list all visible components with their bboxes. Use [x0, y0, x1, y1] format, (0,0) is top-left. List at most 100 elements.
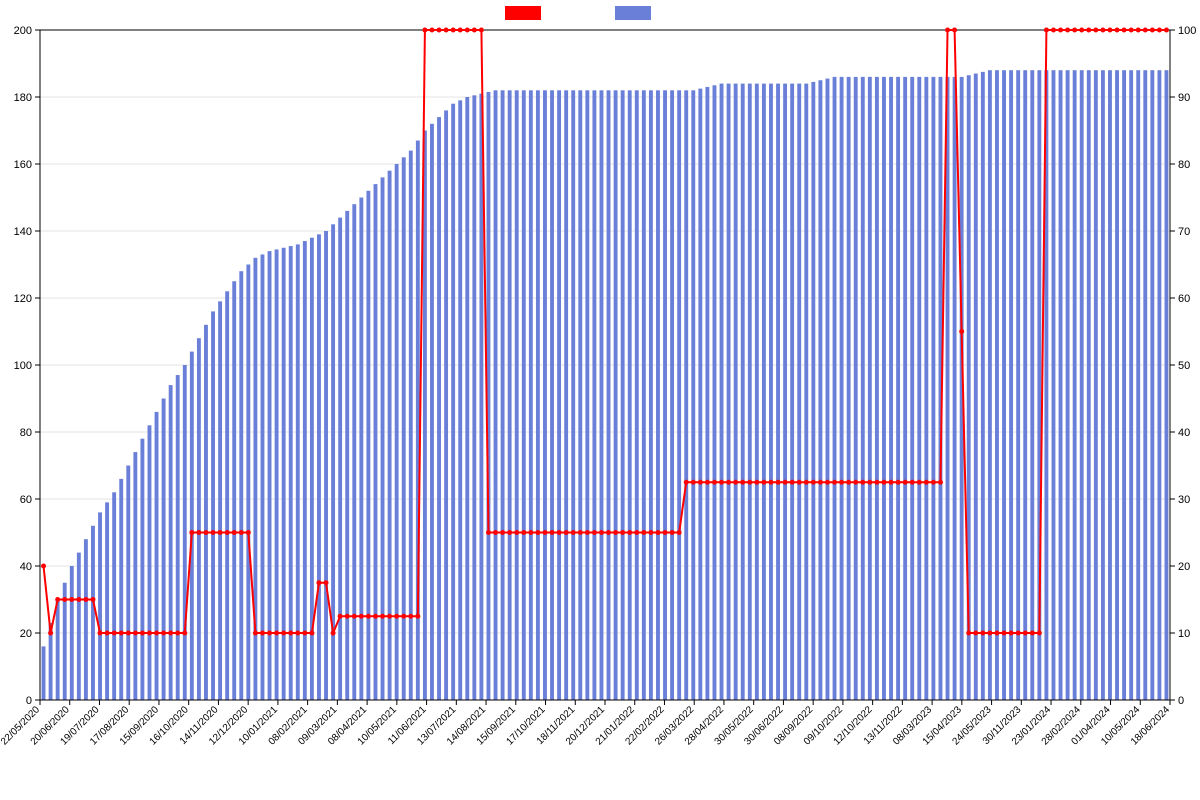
right-y-tick-label: 70 [1178, 226, 1190, 238]
bar [600, 90, 604, 700]
line-marker [1016, 631, 1021, 636]
line-marker [211, 530, 216, 535]
bar [317, 234, 321, 700]
bar [790, 84, 794, 700]
line-marker [874, 480, 879, 485]
line-marker [1058, 28, 1063, 33]
bar [974, 74, 978, 700]
line-marker [366, 614, 371, 619]
bar [465, 97, 469, 700]
bar [698, 89, 702, 700]
bar [811, 82, 815, 700]
line-marker [712, 480, 717, 485]
bar [550, 90, 554, 700]
bar [931, 77, 935, 700]
bar [1122, 70, 1126, 700]
left-y-tick-label: 160 [14, 159, 32, 171]
bar [324, 231, 328, 700]
bar [797, 84, 801, 700]
bar [494, 90, 498, 700]
line-marker [225, 530, 230, 535]
line-marker [408, 614, 413, 619]
bar [1115, 70, 1119, 700]
right-y-tick-label: 30 [1178, 494, 1190, 506]
bar [684, 90, 688, 700]
bar [762, 84, 766, 700]
line-marker [267, 631, 272, 636]
bar [162, 399, 166, 701]
line-marker [76, 597, 81, 602]
left-y-tick-label: 200 [14, 25, 32, 37]
line-marker [790, 480, 795, 485]
line-marker [994, 631, 999, 636]
line-marker [1122, 28, 1127, 33]
line-marker [641, 530, 646, 535]
line-marker [945, 28, 950, 33]
line-marker [479, 28, 484, 33]
bar [1129, 70, 1133, 700]
line-marker [896, 480, 901, 485]
line-marker [684, 480, 689, 485]
line-marker [90, 597, 95, 602]
line-marker [514, 530, 519, 535]
bar [882, 77, 886, 700]
line-marker [1115, 28, 1120, 33]
line-marker [959, 329, 964, 334]
bar [981, 72, 985, 700]
bar [148, 425, 152, 700]
left-y-tick-label: 80 [20, 427, 32, 439]
line-marker [797, 480, 802, 485]
bar [953, 77, 957, 700]
line-marker [867, 480, 872, 485]
line-marker [168, 631, 173, 636]
line-marker [48, 631, 53, 636]
line-marker [451, 28, 456, 33]
line-marker [670, 530, 675, 535]
bar [345, 211, 349, 700]
bar [395, 164, 399, 700]
line-marker [295, 631, 300, 636]
line-marker [182, 631, 187, 636]
line-marker [557, 530, 562, 535]
right-y-tick-label: 0 [1178, 695, 1184, 707]
bar [1157, 70, 1161, 700]
line-marker [776, 480, 781, 485]
line-marker [648, 530, 653, 535]
line-marker [401, 614, 406, 619]
line-marker [253, 631, 258, 636]
bar [585, 90, 589, 700]
bar [917, 77, 921, 700]
line-marker [825, 480, 830, 485]
bar [155, 412, 159, 700]
legend-swatch-line [505, 6, 541, 20]
line-marker [1072, 28, 1077, 33]
right-y-tick-label: 50 [1178, 360, 1190, 372]
line-marker [422, 28, 427, 33]
bar [388, 171, 392, 700]
right-y-tick-label: 40 [1178, 427, 1190, 439]
line-marker [196, 530, 201, 535]
bar [352, 204, 356, 700]
bar [818, 80, 822, 700]
bar [126, 466, 130, 701]
bar [56, 600, 60, 701]
line-marker [458, 28, 463, 33]
bar [649, 90, 653, 700]
bar [826, 79, 830, 700]
bar [889, 77, 893, 700]
line-marker [1051, 28, 1056, 33]
line-marker [542, 530, 547, 535]
bar [1009, 70, 1013, 700]
line-marker [966, 631, 971, 636]
line-marker [161, 631, 166, 636]
line-marker [345, 614, 350, 619]
bar [783, 84, 787, 700]
line-marker [126, 631, 131, 636]
line-marker [331, 631, 336, 636]
line-marker [564, 530, 569, 535]
line-marker [1100, 28, 1105, 33]
bar [592, 90, 596, 700]
line-marker [881, 480, 886, 485]
line-marker [889, 480, 894, 485]
bar [536, 90, 540, 700]
